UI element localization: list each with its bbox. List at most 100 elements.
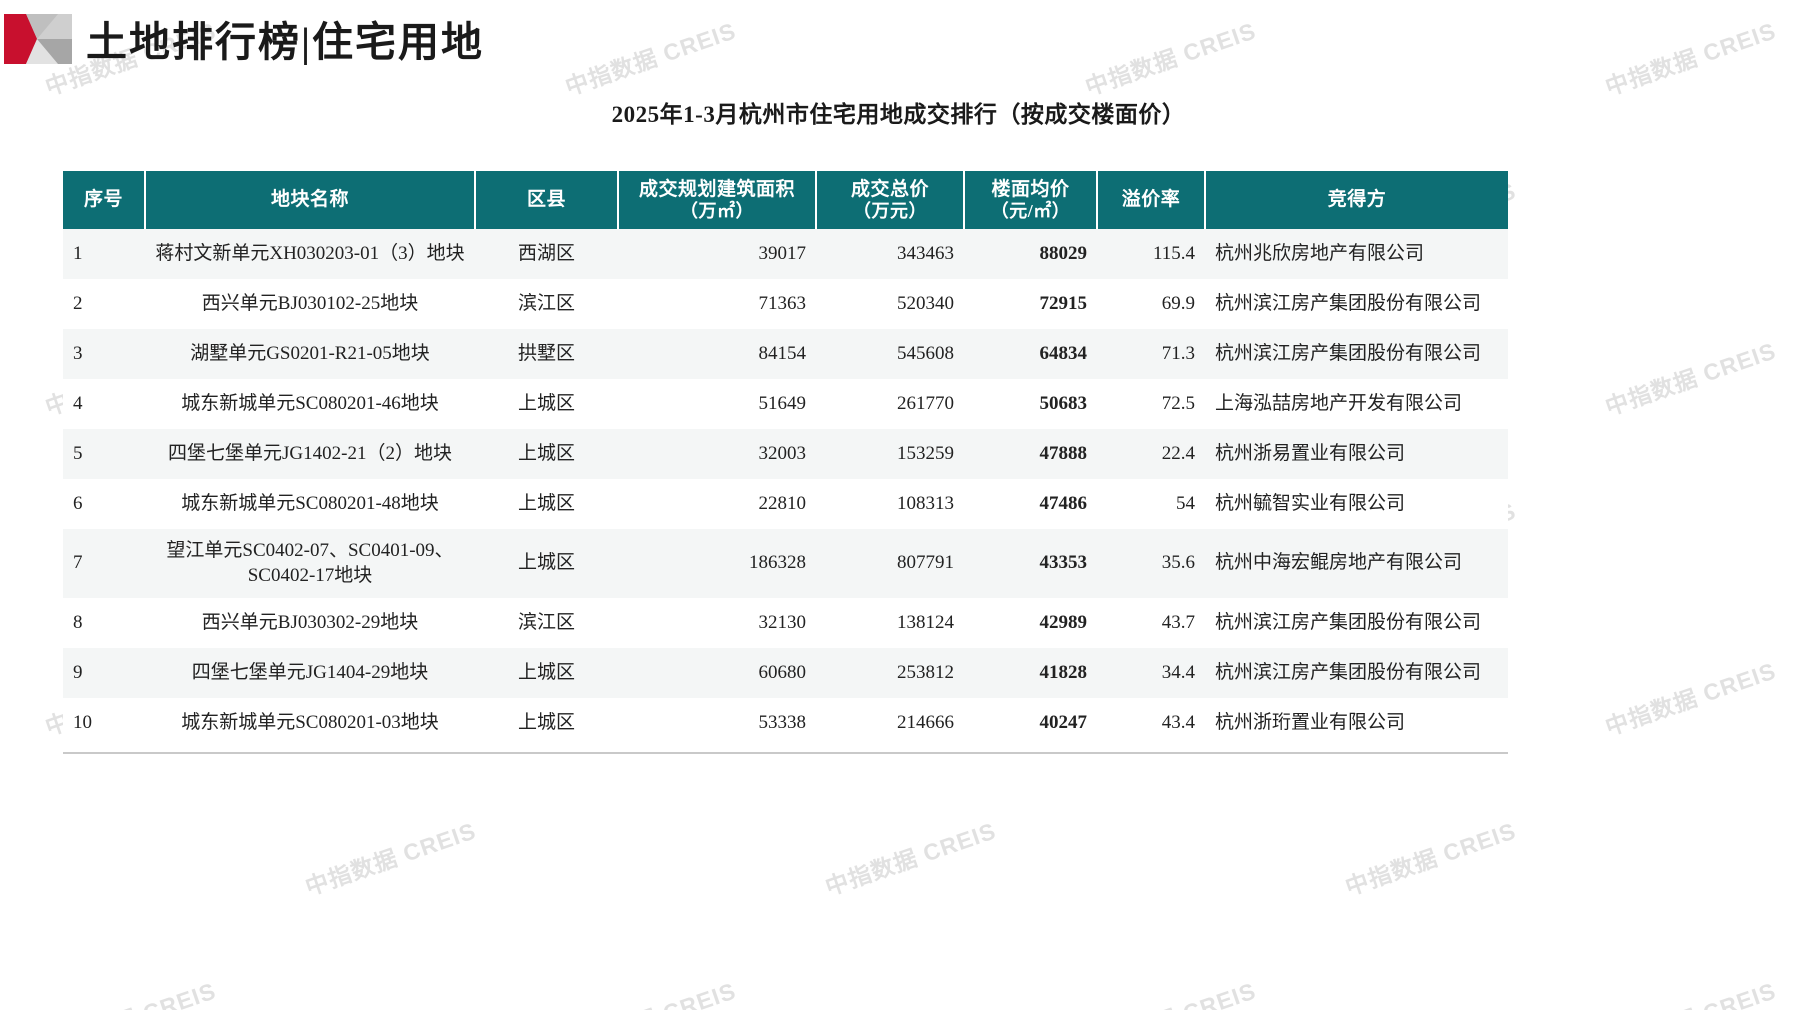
- watermark-text: 中指数据 CREIS: [1341, 817, 1520, 901]
- cell-district: 上城区: [475, 698, 618, 749]
- col-header-total-price: 成交总价 （万元）: [816, 171, 965, 229]
- cell-total-price: 545608: [816, 329, 964, 379]
- cell-premium: 34.4: [1097, 648, 1205, 699]
- cell-total-price: 138124: [816, 598, 964, 649]
- ranking-table-wrapper: 序号 地块名称 区县 成交规划建筑面积 （万㎡） 成交总价 （万元） 楼面均价 （元/…: [63, 171, 1508, 749]
- cell-area: 22810: [618, 479, 816, 529]
- cell-index: 5: [63, 429, 145, 479]
- cell-bidder: 杭州中海宏鲲房地产有限公司: [1205, 529, 1508, 599]
- table-row: 8 西兴单元BJ030302-29地块 滨江区 32130 138124 42989 43.…: [63, 598, 1508, 649]
- table-row: 2 西兴单元BJ030102-25地块 滨江区 71363 520340 72915 69.…: [63, 279, 1508, 329]
- cell-bidder: 上海泓喆房地产开发有限公司: [1205, 379, 1508, 429]
- cell-area: 71363: [618, 279, 816, 329]
- cell-area: 84154: [618, 329, 816, 379]
- cell-index: 3: [63, 329, 145, 379]
- watermark-text: 中指数据 CREIS: [1601, 657, 1780, 741]
- cell-total-price: 807791: [816, 529, 964, 599]
- cell-total-price: 261770: [816, 379, 964, 429]
- watermark-text: 中指数据 CREIS: [40, 972, 220, 1010]
- cell-floor-price: 42989: [964, 598, 1097, 649]
- cell-area: 39017: [618, 229, 816, 279]
- cell-floor-price: 50683: [964, 379, 1097, 429]
- cell-total-price: 343463: [816, 229, 964, 279]
- col-header-plot-name: 地块名称: [145, 171, 476, 229]
- cell-index: 9: [63, 648, 145, 699]
- cell-premium: 43.4: [1097, 698, 1205, 749]
- cell-bidder: 杭州滨江房产集团股份有限公司: [1205, 598, 1508, 649]
- cell-plot-name: 城东新城单元SC080201-03地块: [145, 698, 475, 749]
- table-body: 1 蒋村文新单元XH030203-01（3）地块 西湖区 39017 343463 880…: [63, 229, 1508, 749]
- page-title: 土地排行榜|住宅用地: [86, 19, 485, 65]
- cell-bidder: 杭州兆欣房地产有限公司: [1205, 229, 1508, 279]
- table-row: 4 城东新城单元SC080201-46地块 上城区 51649 261770 50683 7…: [63, 379, 1508, 429]
- cell-area: 51649: [618, 379, 816, 429]
- cell-plot-name: 城东新城单元SC080201-46地块: [145, 379, 475, 429]
- cell-floor-price: 40247: [964, 698, 1097, 749]
- cell-floor-price: 47486: [964, 479, 1097, 529]
- watermark-text: 中指数据 CREIS: [821, 817, 1000, 901]
- cell-index: 6: [63, 479, 145, 529]
- cell-floor-price: 43353: [964, 529, 1097, 599]
- col-header-district: 区县: [475, 171, 619, 229]
- table-header: 序号 地块名称 区县 成交规划建筑面积 （万㎡） 成交总价 （万元） 楼面均价 （元/…: [63, 171, 1508, 229]
- cell-bidder: 杭州滨江房产集团股份有限公司: [1205, 329, 1508, 379]
- watermark-text: 中指数据 CREIS: [1080, 972, 1260, 1010]
- cell-plot-name: 四堡七堡单元JG1402-21（2）地块: [145, 429, 475, 479]
- col-header-index: 序号: [63, 171, 146, 229]
- cell-district: 上城区: [475, 529, 618, 599]
- cell-area: 32003: [618, 429, 816, 479]
- cell-premium: 35.6: [1097, 529, 1205, 599]
- cell-index: 4: [63, 379, 145, 429]
- col-header-premium: 溢价率: [1097, 171, 1206, 229]
- cell-plot-name: 湖墅单元GS0201-R21-05地块: [145, 329, 475, 379]
- page-header: 土地排行榜|住宅用地: [0, 0, 1797, 78]
- cell-floor-price: 47888: [964, 429, 1097, 479]
- watermark-text: 中指数据 CREIS: [560, 972, 740, 1010]
- watermark-text: 中指数据 CREIS: [1600, 972, 1780, 1010]
- cell-premium: 115.4: [1097, 229, 1205, 279]
- cell-index: 10: [63, 698, 145, 749]
- table-bottom-rule: [63, 752, 1508, 754]
- table-row: 5 四堡七堡单元JG1402-21（2）地块 上城区 32003 153259 47888…: [63, 429, 1508, 479]
- table-row: 3 湖墅单元GS0201-R21-05地块 拱墅区 84154 545608 64834 7…: [63, 329, 1508, 379]
- cell-district: 上城区: [475, 479, 618, 529]
- table-header-row: 序号 地块名称 区县 成交规划建筑面积 （万㎡） 成交总价 （万元） 楼面均价 （元/…: [63, 171, 1508, 229]
- cell-premium: 71.3: [1097, 329, 1205, 379]
- table-row: 7 望江单元SC0402-07、SC0401-09、SC0402-17地块 上城区 1…: [63, 529, 1508, 599]
- cell-index: 2: [63, 279, 145, 329]
- cell-district: 上城区: [475, 379, 618, 429]
- watermark-text: 中指数据 CREIS: [1601, 337, 1780, 421]
- cell-floor-price: 72915: [964, 279, 1097, 329]
- cell-premium: 69.9: [1097, 279, 1205, 329]
- table-row: 9 四堡七堡单元JG1404-29地块 上城区 60680 253812 41828 34.…: [63, 648, 1508, 699]
- cell-floor-price: 64834: [964, 329, 1097, 379]
- cell-plot-name: 西兴单元BJ030302-29地块: [145, 598, 475, 649]
- cell-bidder: 杭州滨江房产集团股份有限公司: [1205, 648, 1508, 699]
- watermark-text: 中指数据 CREIS: [301, 817, 480, 901]
- cell-district: 上城区: [475, 648, 618, 699]
- ranking-table: 序号 地块名称 区县 成交规划建筑面积 （万㎡） 成交总价 （万元） 楼面均价 （元/…: [63, 171, 1508, 749]
- cell-bidder: 杭州浙易置业有限公司: [1205, 429, 1508, 479]
- cell-district: 西湖区: [475, 229, 618, 279]
- cell-plot-name: 蒋村文新单元XH030203-01（3）地块: [145, 229, 475, 279]
- cell-total-price: 520340: [816, 279, 964, 329]
- cell-area: 53338: [618, 698, 816, 749]
- cell-district: 上城区: [475, 429, 618, 479]
- cell-bidder: 杭州滨江房产集团股份有限公司: [1205, 279, 1508, 329]
- col-header-floor-price: 楼面均价 （元/㎡）: [964, 171, 1098, 229]
- cell-total-price: 214666: [816, 698, 964, 749]
- cell-floor-price: 41828: [964, 648, 1097, 699]
- cell-index: 8: [63, 598, 145, 649]
- cell-district: 滨江区: [475, 598, 618, 649]
- cell-index: 7: [63, 529, 145, 599]
- cell-premium: 43.7: [1097, 598, 1205, 649]
- table-row: 1 蒋村文新单元XH030203-01（3）地块 西湖区 39017 343463 880…: [63, 229, 1508, 279]
- cell-bidder: 杭州浙珩置业有限公司: [1205, 698, 1508, 749]
- table-row: 6 城东新城单元SC080201-48地块 上城区 22810 108313 47486 5…: [63, 479, 1508, 529]
- cell-premium: 54: [1097, 479, 1205, 529]
- cell-district: 拱墅区: [475, 329, 618, 379]
- cell-plot-name: 望江单元SC0402-07、SC0401-09、SC0402-17地块: [145, 529, 475, 599]
- cell-premium: 22.4: [1097, 429, 1205, 479]
- cell-floor-price: 88029: [964, 229, 1097, 279]
